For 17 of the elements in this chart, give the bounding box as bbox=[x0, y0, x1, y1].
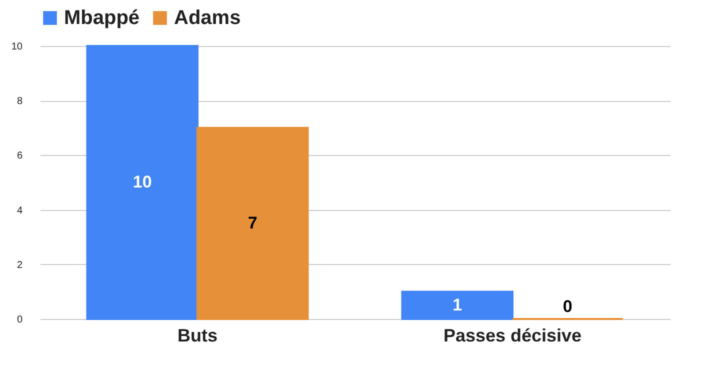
legend-label: Adams bbox=[174, 7, 241, 29]
bar bbox=[86, 45, 198, 320]
y-tick-label: 4 bbox=[16, 205, 23, 216]
y-tick-label: 10 bbox=[11, 42, 23, 52]
y-tick-label: 6 bbox=[16, 150, 23, 162]
x-tick-label: Passes décisive bbox=[443, 326, 582, 346]
data-label: 7 bbox=[248, 213, 258, 232]
data-label: 1 bbox=[452, 295, 462, 314]
bar bbox=[401, 290, 514, 320]
y-tick-label: 2 bbox=[16, 260, 23, 271]
data-label: 10 bbox=[132, 172, 152, 192]
bar bbox=[196, 126, 309, 320]
data-label: 0 bbox=[562, 297, 572, 316]
x-tick-label: Buts bbox=[178, 326, 218, 346]
y-tick-label: 0 bbox=[16, 314, 23, 326]
legend-label: Mbappé bbox=[64, 7, 140, 29]
y-tick-label: 8 bbox=[16, 96, 23, 108]
